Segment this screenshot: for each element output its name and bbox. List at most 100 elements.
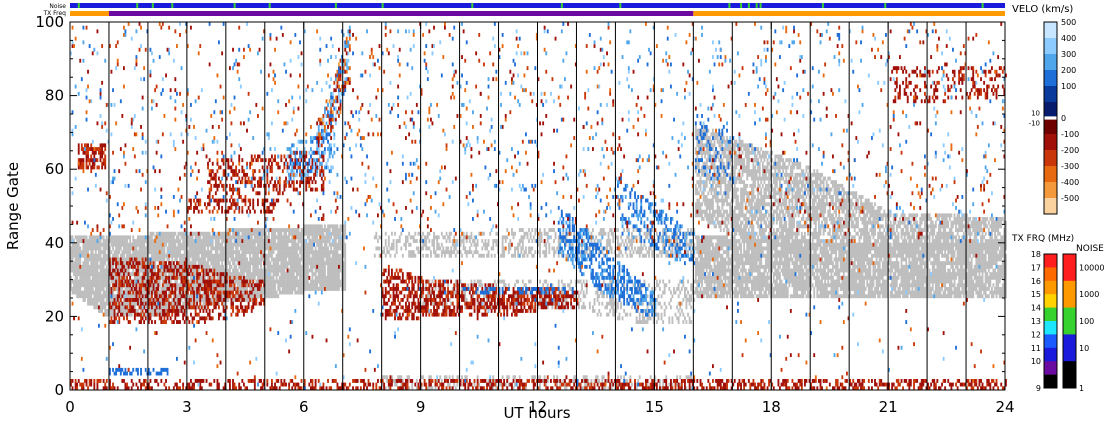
data-cell [317, 287, 320, 291]
data-cell [758, 206, 761, 210]
data-cell [160, 239, 163, 243]
data-cell [320, 261, 323, 266]
data-cell [124, 235, 127, 240]
data-cell [116, 250, 119, 255]
data-cell [88, 246, 91, 251]
data-cell [249, 242, 252, 247]
data-cell [76, 283, 79, 288]
data-cell [205, 305, 208, 310]
data-cell [149, 231, 152, 236]
data-cell [253, 228, 256, 232]
data-cell [855, 206, 858, 210]
data-cell [814, 213, 817, 218]
data-cell [292, 231, 295, 236]
data-cell [204, 261, 206, 266]
data-cell [127, 305, 130, 310]
data-cell [269, 283, 272, 288]
data-cell [769, 154, 772, 159]
data-cell [275, 257, 278, 262]
data-cell [807, 191, 809, 196]
data-cell [274, 246, 276, 251]
data-cell [252, 264, 255, 269]
data-cell [155, 253, 158, 258]
data-cell [761, 165, 764, 170]
data-cell [775, 231, 778, 236]
data-cell [763, 172, 766, 177]
data-cell [741, 158, 744, 163]
data-cell [775, 176, 778, 181]
data-cell [761, 195, 764, 199]
data-cell [74, 272, 77, 277]
data-cell [133, 242, 136, 247]
data-cell [96, 264, 99, 269]
data-cell [207, 235, 209, 240]
data-cell [218, 253, 220, 258]
data-cell [716, 180, 719, 185]
data-cell [87, 279, 89, 284]
data-cell [816, 172, 819, 177]
data-cell [761, 235, 764, 240]
data-cell [247, 246, 250, 251]
data-cell [222, 250, 225, 255]
data-cell [757, 209, 760, 214]
data-cell [816, 183, 819, 188]
data-cell [827, 183, 830, 188]
data-cell [177, 294, 180, 299]
data-cell [243, 264, 245, 269]
data-cell [768, 169, 770, 174]
data-cell [334, 231, 337, 236]
data-cell [808, 224, 811, 229]
data-cell [824, 187, 827, 192]
data-cell [110, 309, 113, 313]
data-cell [241, 228, 244, 232]
data-cell [718, 176, 721, 181]
data-cell [283, 287, 286, 291]
data-cell [302, 287, 305, 291]
data-cell [779, 183, 781, 188]
data-cell [334, 242, 337, 247]
data-cell [743, 158, 746, 163]
data-cell [317, 242, 320, 247]
data-cell [168, 257, 171, 262]
data-cell [818, 224, 820, 229]
data-cell [325, 261, 328, 266]
data-cell [814, 228, 817, 232]
data-cell [214, 283, 217, 288]
data-cell [179, 309, 181, 313]
data-cell [132, 301, 135, 306]
data-cell [286, 290, 289, 295]
data-cell [807, 187, 809, 192]
data-cell [241, 268, 244, 273]
data-cell [113, 253, 116, 258]
data-cell [87, 294, 89, 299]
data-cell [763, 191, 766, 196]
data-cell [77, 290, 80, 295]
data-cell [79, 275, 82, 280]
data-cell [813, 213, 816, 218]
data-cell [200, 242, 203, 247]
data-cell [791, 239, 794, 243]
data-cell [774, 198, 777, 203]
data-cell [299, 250, 301, 255]
data-cell [718, 209, 721, 214]
data-cell [250, 231, 253, 236]
data-cell [249, 246, 252, 251]
data-cell [774, 154, 777, 159]
data-cell [746, 183, 749, 188]
data-cell [857, 198, 859, 203]
data-cell [810, 224, 813, 229]
data-cell [698, 213, 700, 218]
data-cell [161, 250, 164, 255]
data-cell [143, 287, 146, 291]
data-cell [107, 283, 110, 288]
data-cell [115, 246, 118, 251]
data-cell [841, 209, 844, 214]
data-cell [70, 287, 72, 291]
data-cell [132, 253, 135, 258]
data-cell [744, 183, 747, 188]
data-cell [763, 231, 766, 236]
noise-strip-bar [70, 3, 1005, 8]
data-cell [746, 158, 749, 163]
data-cell [702, 183, 705, 188]
data-cell [314, 279, 317, 284]
